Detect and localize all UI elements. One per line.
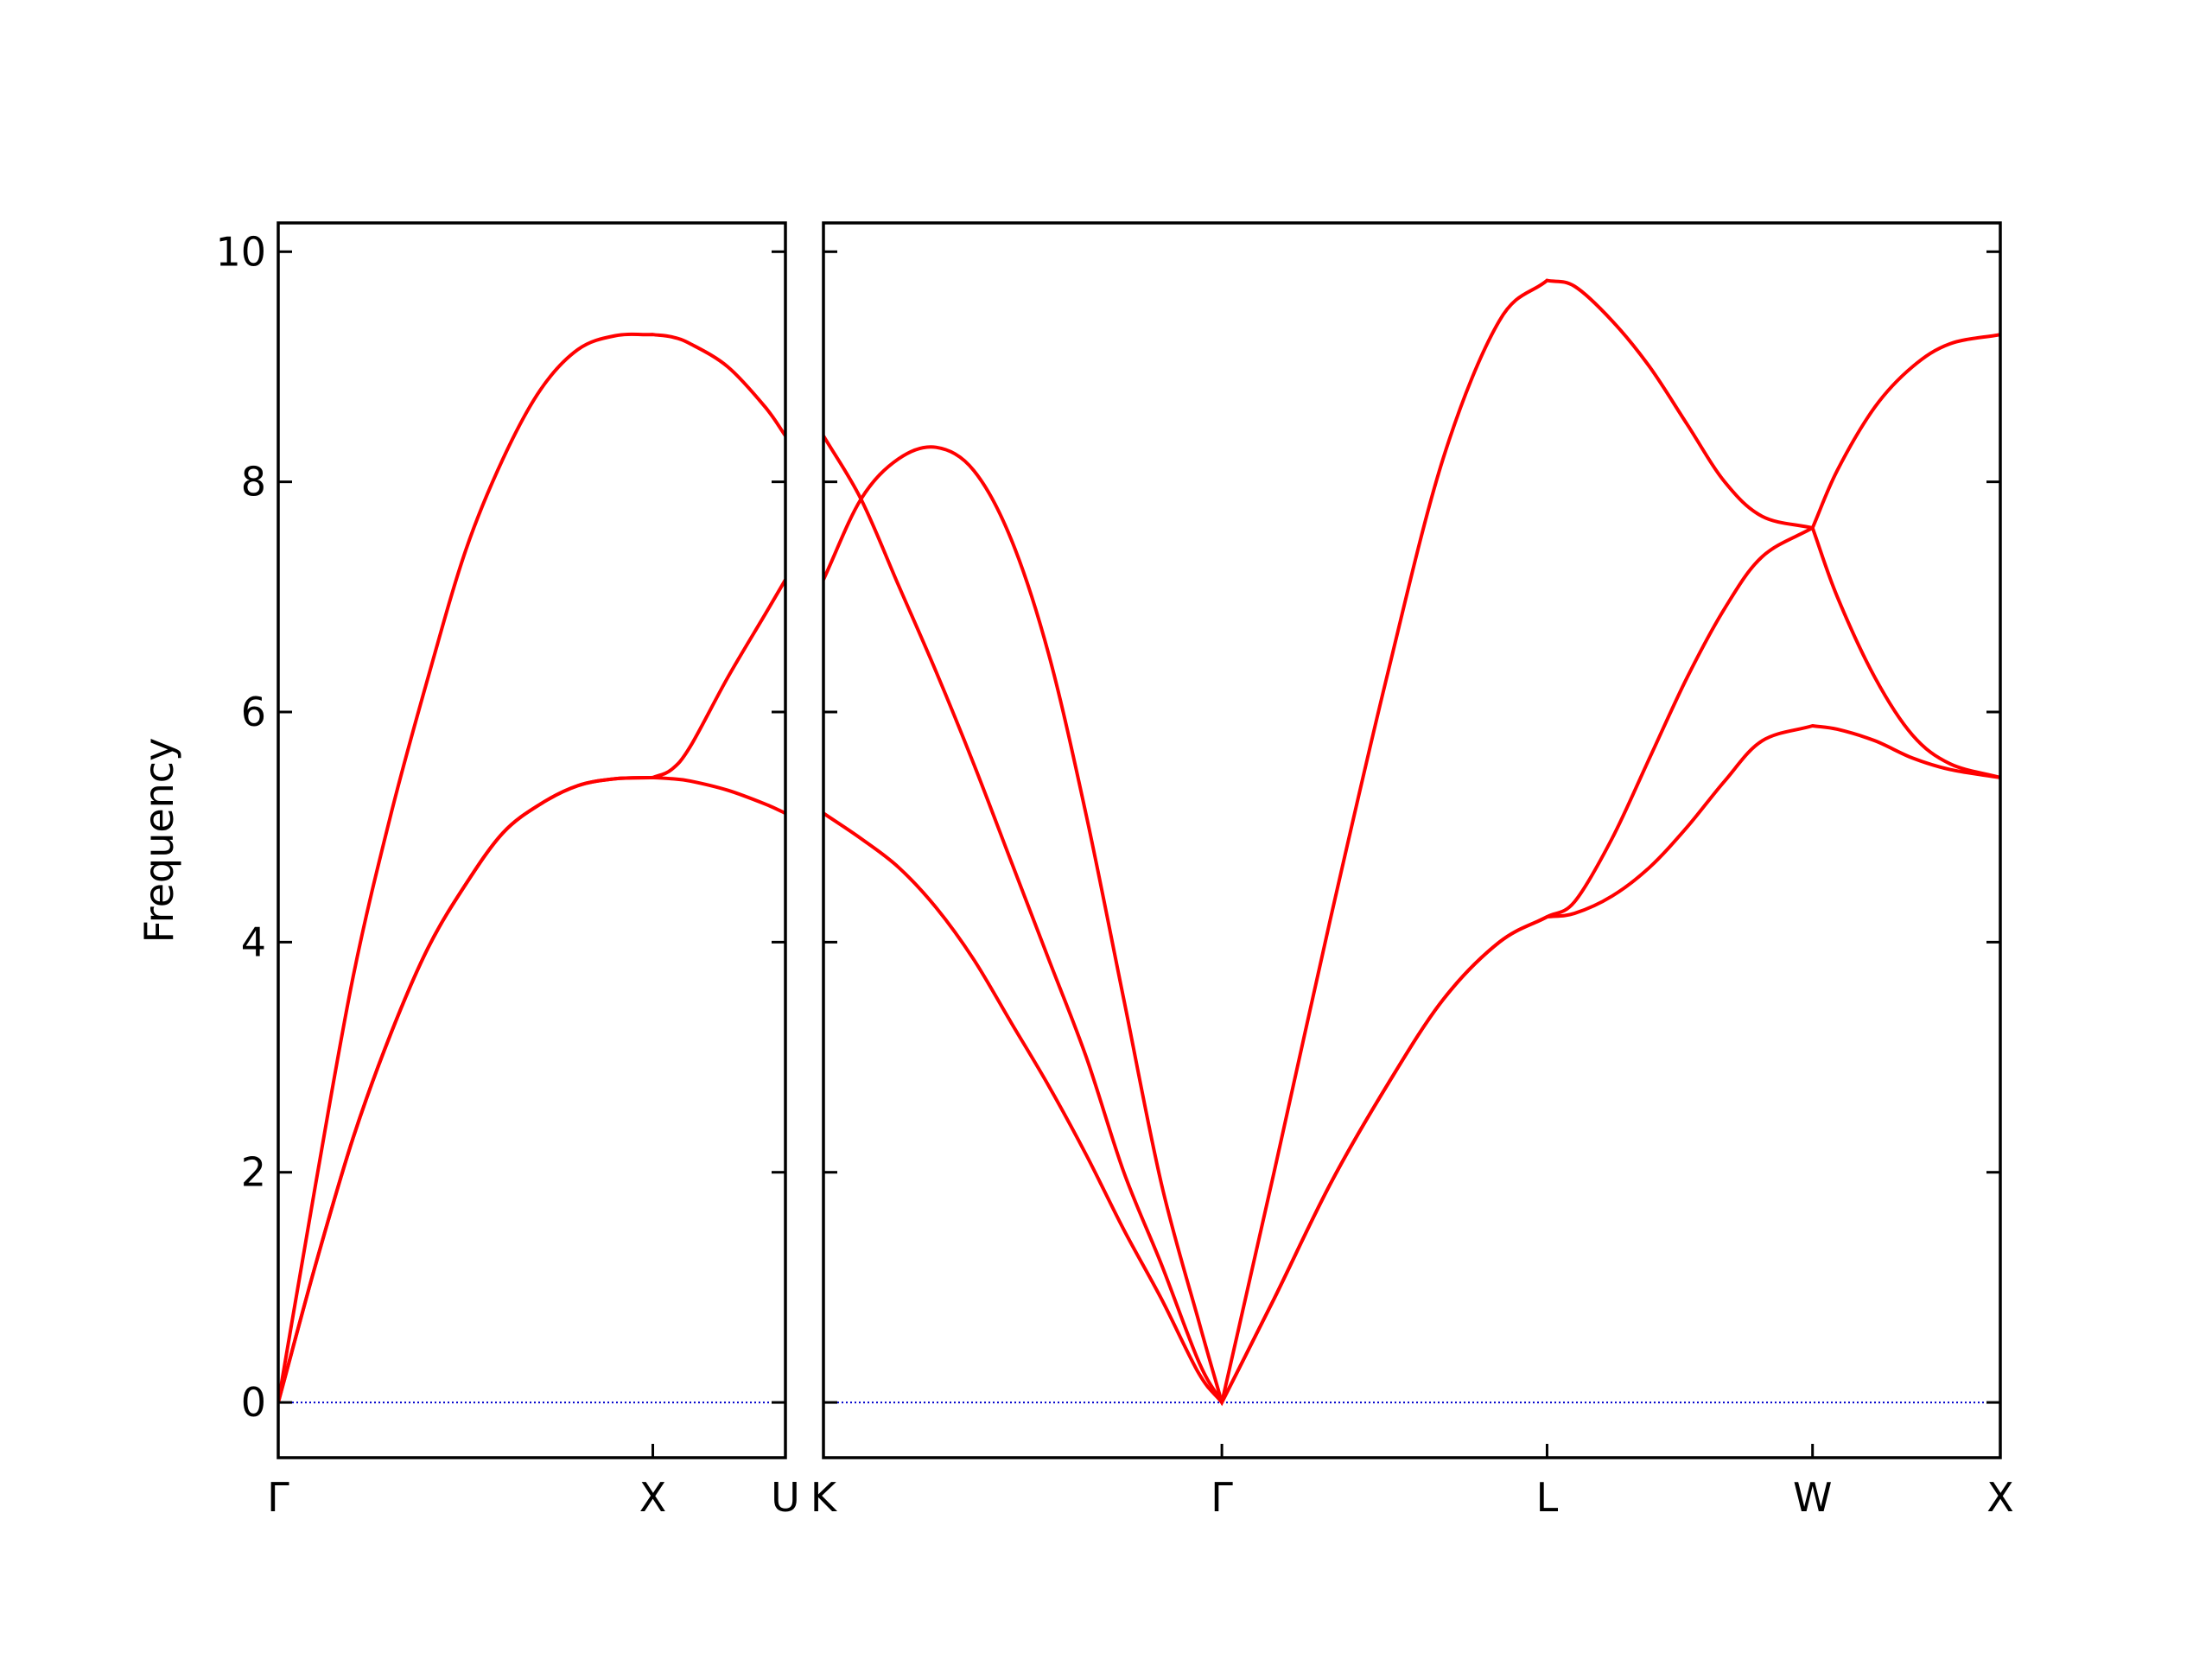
band-line — [823, 723, 2000, 1406]
band-line — [278, 332, 785, 1403]
y-tick-label: 2 — [241, 1149, 266, 1196]
x-tick-label: Γ — [1211, 1474, 1233, 1521]
x-tick-label: K — [810, 1474, 838, 1521]
y-tick-label: 0 — [241, 1379, 266, 1426]
axes-frame — [822, 221, 2002, 1459]
y-axis-label: Frequency — [136, 738, 182, 944]
band-line — [823, 435, 2000, 1407]
x-tick-label: Γ — [267, 1474, 289, 1521]
band-line — [823, 278, 2000, 1403]
x-tick-label: W — [1793, 1474, 1832, 1521]
x-tick-label: L — [1536, 1474, 1559, 1521]
axes-frame — [276, 221, 787, 1459]
y-tick-label: 8 — [241, 459, 266, 505]
band-line — [278, 578, 785, 1403]
band-line — [278, 775, 785, 1403]
x-tick-label: X — [1986, 1474, 2014, 1521]
y-tick-label: 10 — [215, 228, 266, 275]
y-tick-label: 4 — [241, 918, 266, 965]
y-tick-label: 6 — [241, 689, 266, 735]
bands — [278, 332, 785, 1403]
bands — [823, 278, 2000, 1407]
x-tick-label: X — [639, 1474, 667, 1521]
x-tick-label: U — [771, 1474, 800, 1521]
